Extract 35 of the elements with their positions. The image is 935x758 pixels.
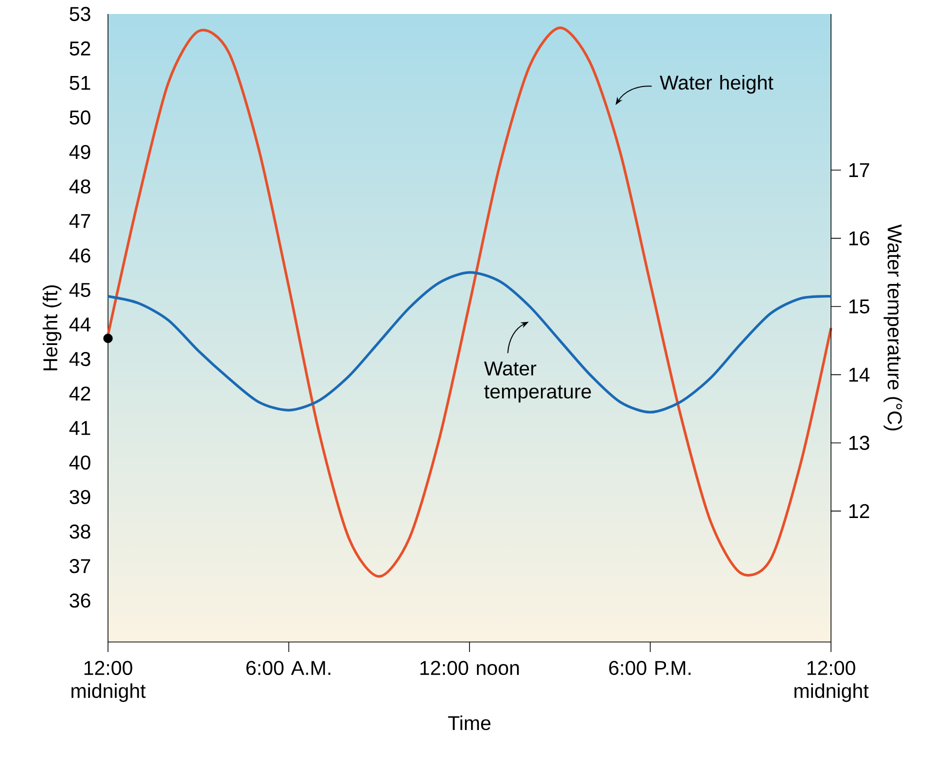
y-axis-title: Height (ft) (42, 285, 62, 370)
x-tick-label: 12:00 midnight (794, 660, 869, 702)
annotation: Water height (660, 75, 774, 94)
x-tick-label: 12:00 noon (420, 660, 519, 676)
x-axis-title: Time (448, 716, 490, 730)
x-tick-label: 12:00 midnight (72, 660, 146, 702)
y-tick-label: 51 (70, 76, 90, 90)
y-tick-label: 36 (70, 594, 90, 608)
y-tick-label: 53 (70, 6, 90, 22)
annotation: Water temperature (484, 362, 591, 403)
y-tick-label: 47 (69, 214, 90, 228)
y-tick-label: 48 (69, 179, 90, 194)
y2-tick-label: 12 (849, 504, 870, 518)
y-tick-label: 52 (70, 41, 90, 56)
y-tick-label: 39 (70, 490, 90, 504)
y-tick-label: 41 (69, 421, 90, 435)
y-tick-label: 44 (69, 318, 91, 332)
y2-tick-label: 13 (849, 436, 870, 450)
x-tick-label: 6:00 P.M. (609, 660, 690, 676)
y-tick-label: 49 (69, 144, 90, 160)
y-tick-label: 50 (70, 110, 90, 125)
y-tick-label: 40 (69, 455, 90, 470)
line-series (106, 271, 832, 414)
y-tick-label: 46 (69, 248, 90, 263)
y-tick-label: 43 (69, 352, 90, 366)
y2-tick-label: 14 (849, 368, 870, 382)
y-tick-label: 42 (69, 386, 90, 401)
y-tick-label: 37 (70, 559, 90, 574)
y-tick-label: 38 (70, 524, 90, 539)
y2-tick-label: 15 (849, 300, 870, 314)
y2-axis-title: Water temperature (°C) (884, 224, 902, 430)
y-tick-label: 45 (69, 283, 90, 298)
x-tick-label: 6:00 A.M. (246, 660, 330, 676)
y2-tick-label: 17 (849, 163, 870, 178)
y2-tick-label: 16 (849, 231, 870, 246)
